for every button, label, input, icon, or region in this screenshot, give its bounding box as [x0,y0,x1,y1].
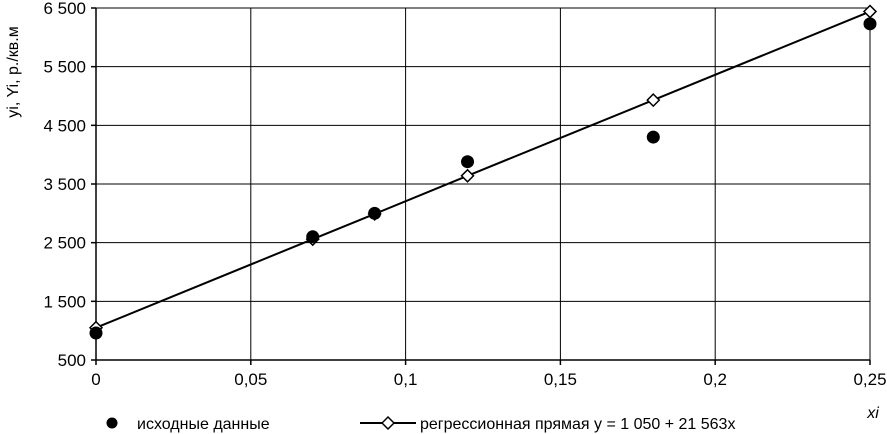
x-tick-label: 0,25 [853,370,886,389]
source-data-point [89,326,103,340]
x-tick-label: 0,15 [544,370,577,389]
regression-point [862,4,878,19]
source-data-point [461,155,475,169]
y-tick-label: 3 500 [43,175,86,194]
regression-point [460,168,475,183]
y-tick-label: 1 500 [43,292,86,311]
y-tick-label: 500 [58,351,86,370]
source-data-point-layer [89,17,877,340]
y-tick-label: 2 500 [43,234,86,253]
source-data-point [646,130,660,144]
legend-label-regression: регрессионная прямая y = 1 050 + 21 563x [420,416,735,433]
source-data-point [863,17,877,31]
legend-marker-regression-diamond [380,415,396,431]
x-tick-label: 0,2 [703,370,727,389]
regression-line [95,10,871,329]
regression-point [646,93,661,108]
x-tick-label: 0 [91,370,100,389]
x-axis-title: xi [866,405,879,422]
y-tick-labels: 500 1 500 2 500 3 500 4 500 5 500 6 500 [43,0,86,370]
axes [91,7,871,365]
y-tick-label: 4 500 [43,116,86,135]
x-tick-label: 0,1 [394,370,418,389]
legend: исходные данные регрессионная прямая y =… [106,415,735,433]
y-axis-title: yi, Yi, р./кв.м [5,26,22,117]
y-tick-label: 5 500 [43,58,86,77]
y-tick-label: 6 500 [43,0,86,18]
legend-label-source-data: исходные данные [137,416,270,433]
grid-lines [96,7,871,360]
regression-line-layer [95,10,871,329]
source-data-point [306,230,320,244]
x-tick-labels: 0 0,05 0,1 0,15 0,2 0,25 [91,370,886,389]
source-data-point [368,206,382,220]
x-tick-label: 0,05 [234,370,267,389]
legend-marker-source-data [106,417,118,429]
